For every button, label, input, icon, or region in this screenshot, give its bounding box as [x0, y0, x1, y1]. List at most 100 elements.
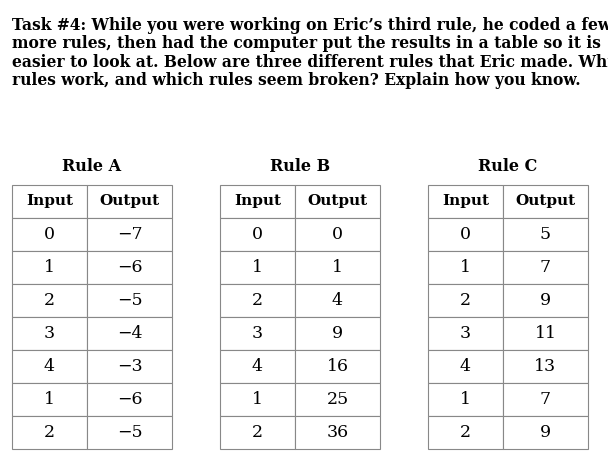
- Text: 2: 2: [252, 424, 263, 441]
- Bar: [428, 284, 503, 317]
- Text: 4: 4: [332, 292, 343, 309]
- Bar: [87, 350, 172, 383]
- Text: −6: −6: [117, 259, 142, 276]
- Text: 3: 3: [252, 325, 263, 342]
- Text: 36: 36: [326, 424, 348, 441]
- Bar: [503, 185, 588, 218]
- Text: rules work, and which rules seem broken? Explain how you know.: rules work, and which rules seem broken?…: [12, 72, 581, 89]
- Text: 1: 1: [252, 259, 263, 276]
- Bar: [428, 416, 503, 449]
- Text: Input: Input: [442, 195, 489, 209]
- Bar: [220, 218, 295, 251]
- Text: 0: 0: [332, 226, 343, 243]
- Text: 1: 1: [44, 259, 55, 276]
- Bar: [220, 185, 295, 218]
- Text: −7: −7: [117, 226, 142, 243]
- Text: Rule B: Rule B: [270, 158, 330, 175]
- Bar: [295, 185, 380, 218]
- Bar: [295, 284, 380, 317]
- Text: 1: 1: [332, 259, 343, 276]
- Bar: [12, 317, 87, 350]
- Bar: [428, 317, 503, 350]
- Bar: [428, 350, 503, 383]
- Bar: [503, 251, 588, 284]
- Bar: [295, 317, 380, 350]
- Text: 1: 1: [252, 391, 263, 408]
- Bar: [428, 251, 503, 284]
- Text: Rule A: Rule A: [63, 158, 122, 175]
- Text: 7: 7: [540, 391, 551, 408]
- Text: −5: −5: [117, 292, 142, 309]
- Bar: [295, 416, 380, 449]
- Text: 16: 16: [326, 358, 348, 375]
- Text: 9: 9: [540, 292, 551, 309]
- Text: Rule C: Rule C: [478, 158, 537, 175]
- Bar: [12, 251, 87, 284]
- Text: 1: 1: [460, 259, 471, 276]
- Bar: [12, 416, 87, 449]
- Bar: [220, 416, 295, 449]
- Text: Output: Output: [100, 195, 159, 209]
- Bar: [428, 383, 503, 416]
- Text: 11: 11: [534, 325, 556, 342]
- Bar: [220, 284, 295, 317]
- Bar: [503, 416, 588, 449]
- Bar: [12, 383, 87, 416]
- Text: 5: 5: [540, 226, 551, 243]
- Text: 25: 25: [326, 391, 348, 408]
- Text: −6: −6: [117, 391, 142, 408]
- Text: 4: 4: [460, 358, 471, 375]
- Bar: [295, 251, 380, 284]
- Bar: [428, 218, 503, 251]
- Bar: [87, 383, 172, 416]
- Text: 2: 2: [44, 292, 55, 309]
- Text: −4: −4: [117, 325, 142, 342]
- Bar: [87, 416, 172, 449]
- Text: Task #4: While you were working on Eric’s third rule, he coded a few: Task #4: While you were working on Eric’…: [12, 17, 608, 34]
- Text: 1: 1: [44, 391, 55, 408]
- Text: 9: 9: [332, 325, 343, 342]
- Text: 1: 1: [460, 391, 471, 408]
- Bar: [12, 284, 87, 317]
- Text: −5: −5: [117, 424, 142, 441]
- Text: 0: 0: [44, 226, 55, 243]
- Bar: [87, 251, 172, 284]
- Text: −3: −3: [117, 358, 142, 375]
- Text: 9: 9: [540, 424, 551, 441]
- Text: 7: 7: [540, 259, 551, 276]
- Bar: [295, 350, 380, 383]
- Text: 0: 0: [252, 226, 263, 243]
- Text: Input: Input: [26, 195, 73, 209]
- Text: 2: 2: [460, 424, 471, 441]
- Text: 3: 3: [44, 325, 55, 342]
- Text: 3: 3: [460, 325, 471, 342]
- Text: Input: Input: [234, 195, 281, 209]
- Text: easier to look at. Below are three different rules that Eric made. Which: easier to look at. Below are three diffe…: [12, 54, 608, 70]
- Text: 2: 2: [460, 292, 471, 309]
- Bar: [87, 185, 172, 218]
- Text: Output: Output: [516, 195, 576, 209]
- Text: more rules, then had the computer put the results in a table so it is: more rules, then had the computer put th…: [12, 35, 601, 52]
- Bar: [220, 317, 295, 350]
- Text: Output: Output: [308, 195, 368, 209]
- Bar: [220, 251, 295, 284]
- Bar: [87, 317, 172, 350]
- Bar: [295, 383, 380, 416]
- Bar: [87, 284, 172, 317]
- Bar: [503, 317, 588, 350]
- Bar: [503, 350, 588, 383]
- Text: 0: 0: [460, 226, 471, 243]
- Bar: [220, 383, 295, 416]
- Text: 13: 13: [534, 358, 556, 375]
- Bar: [220, 350, 295, 383]
- Bar: [87, 218, 172, 251]
- Bar: [12, 218, 87, 251]
- Bar: [295, 218, 380, 251]
- Bar: [12, 350, 87, 383]
- Bar: [503, 383, 588, 416]
- Text: 4: 4: [252, 358, 263, 375]
- Text: 4: 4: [44, 358, 55, 375]
- Bar: [12, 185, 87, 218]
- Text: 2: 2: [252, 292, 263, 309]
- Bar: [428, 185, 503, 218]
